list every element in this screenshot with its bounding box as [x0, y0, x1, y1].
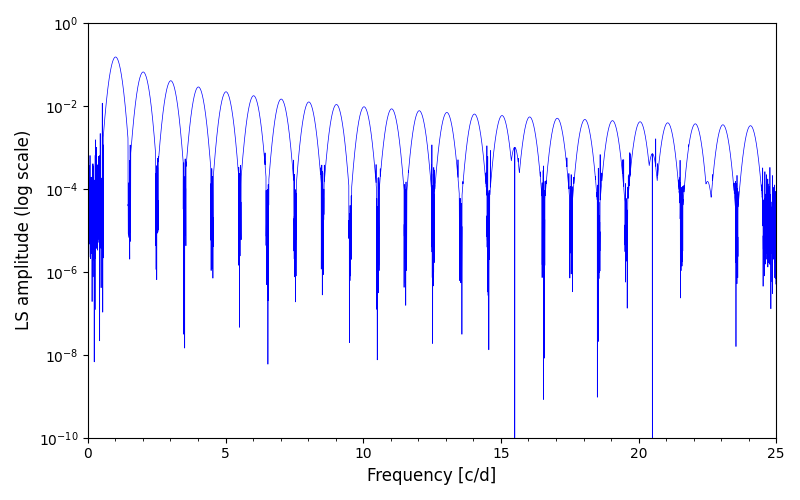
Y-axis label: LS amplitude (log scale): LS amplitude (log scale)	[15, 130, 33, 330]
X-axis label: Frequency [c/d]: Frequency [c/d]	[367, 467, 497, 485]
